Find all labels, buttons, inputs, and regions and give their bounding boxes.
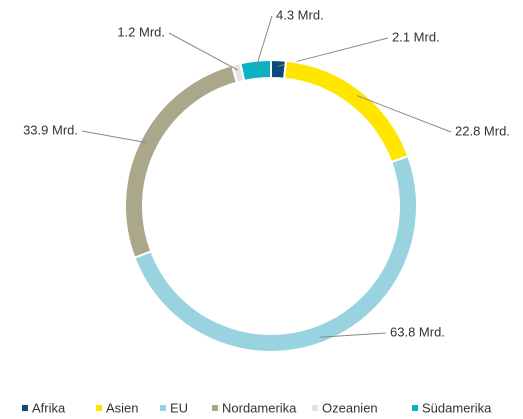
legend-swatch (412, 405, 418, 411)
legend-label: Asien (106, 400, 139, 415)
legend-label: EU (170, 400, 188, 415)
data-label: 33.9 Mrd. (23, 122, 78, 137)
leader-line (319, 332, 387, 338)
legend-swatch (212, 405, 218, 411)
donut-segment (239, 58, 272, 83)
legend-swatch (96, 405, 102, 411)
donut-segment (133, 154, 418, 353)
legend-swatch (312, 405, 318, 411)
legend-swatch (160, 405, 166, 411)
data-label: 1.2 Mrd. (117, 24, 165, 39)
donut-segment (124, 64, 239, 259)
legend-label: Nordamerika (222, 400, 297, 415)
legend-label: Afrika (32, 400, 66, 415)
donut-segment (283, 59, 410, 164)
leader-line (81, 130, 147, 144)
data-label: 63.8 Mrd. (390, 324, 445, 339)
leader-line (356, 95, 452, 133)
data-label: 2.1 Mrd. (392, 29, 440, 44)
legend-label: Ozeanien (322, 400, 378, 415)
legend-label: Südamerika (422, 400, 492, 415)
leader-line (255, 15, 273, 67)
data-label: 22.8 Mrd. (455, 123, 510, 138)
legend-swatch (22, 405, 28, 411)
leader-line (168, 32, 238, 71)
data-label: 4.3 Mrd. (276, 7, 324, 22)
